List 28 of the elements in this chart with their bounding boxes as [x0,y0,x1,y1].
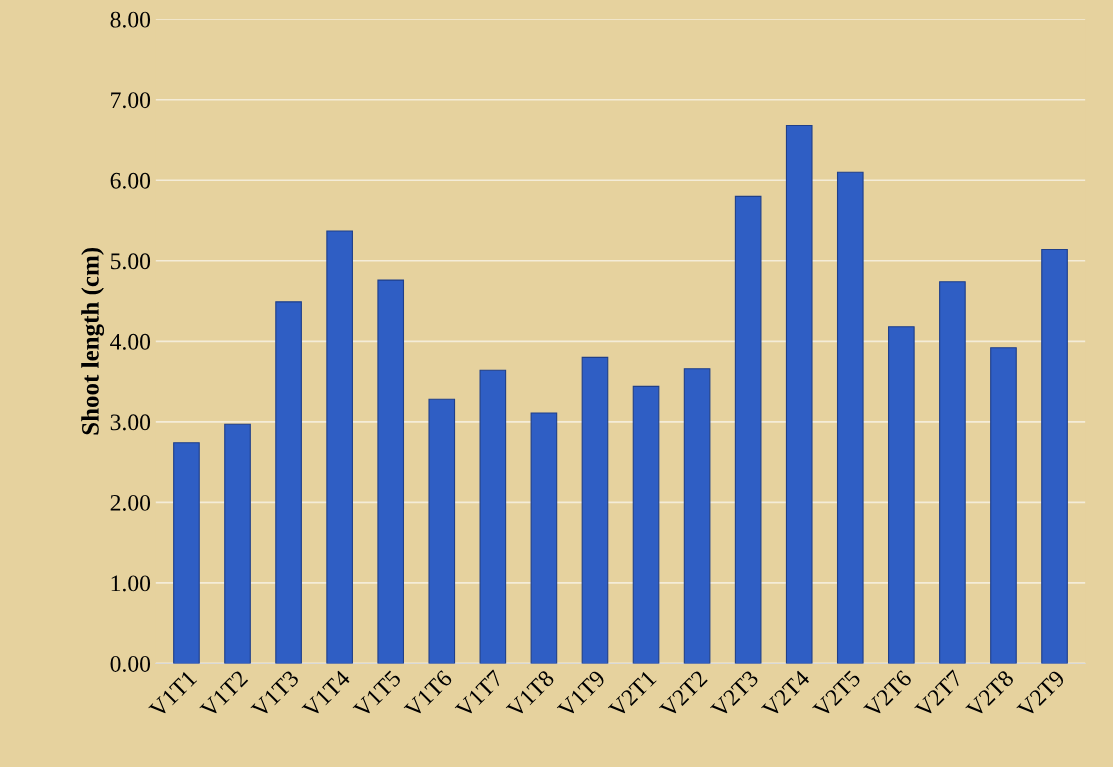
bar [939,281,966,664]
bar [326,230,353,664]
y-tick-label: 7.00 [111,92,151,109]
bar [888,326,915,664]
y-tick-label: 5.00 [111,253,151,270]
bar [836,171,864,664]
y-axis-title: Shoot length (cm) [81,247,105,435]
y-tick-label: 6.00 [110,172,151,189]
bar [990,347,1017,664]
y-tick-label: 2.00 [110,494,151,511]
y-tick-label: 8.00 [110,11,151,28]
bar [173,442,200,664]
y-tick-label: 3.00 [110,414,151,431]
bar [785,124,813,664]
bar [683,368,711,664]
bar [530,412,558,664]
y-tick-label: 0.00 [110,655,151,672]
y-tick-label: 1.00 [111,575,151,592]
bar [224,423,251,664]
bar [632,385,660,664]
bar [1041,248,1068,664]
y-tick-label: 4.00 [110,333,151,350]
bar [581,356,609,664]
bar [377,279,405,664]
bar [275,301,302,664]
bar [734,195,762,664]
bar [479,369,507,664]
bar [428,398,456,664]
